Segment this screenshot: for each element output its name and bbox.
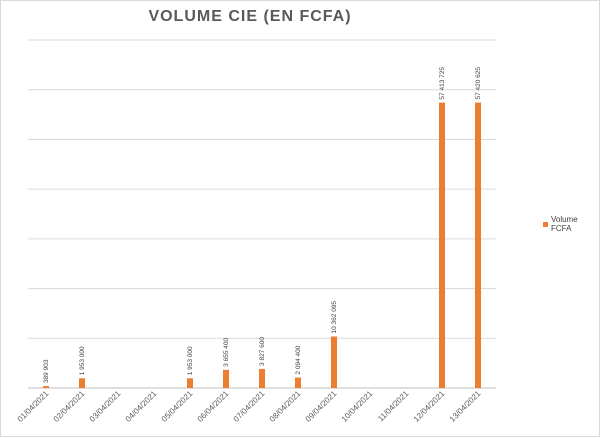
data-label: 3 827 600 xyxy=(259,337,266,366)
bar xyxy=(295,377,301,388)
x-tick-label: 10/04/2021 xyxy=(340,389,375,424)
bar xyxy=(43,386,49,388)
data-label: 10 362 095 xyxy=(331,301,338,334)
x-tick-label: 02/04/2021 xyxy=(52,389,87,424)
x-tick-label: 03/04/2021 xyxy=(88,389,123,424)
data-label: 1 953 000 xyxy=(79,346,86,375)
x-tick-label: 13/04/2021 xyxy=(448,389,483,424)
legend-label: Volume FCFA xyxy=(550,215,578,233)
chart-legend: Volume FCFA xyxy=(543,215,600,233)
x-tick-label: 06/04/2021 xyxy=(196,389,231,424)
data-label: 2 094 400 xyxy=(295,345,302,374)
x-tick-label: 04/04/2021 xyxy=(124,389,159,424)
x-tick-label: 05/04/2021 xyxy=(160,389,195,424)
bar xyxy=(187,378,193,388)
bar xyxy=(79,378,85,388)
data-label: 1 953 000 xyxy=(187,346,194,375)
x-tick-label: 09/04/2021 xyxy=(304,389,339,424)
bar xyxy=(259,368,265,388)
x-tick-label: 12/04/2021 xyxy=(412,389,447,424)
bar xyxy=(475,102,481,388)
x-tick-label: 07/04/2021 xyxy=(232,389,267,424)
x-tick-label: 01/04/2021 xyxy=(16,389,51,424)
data-label: 3 655 400 xyxy=(223,338,230,367)
chart-title: VOLUME CIE (EN FCFA) xyxy=(148,8,352,25)
x-tick-label: 11/04/2021 xyxy=(376,389,411,424)
legend-swatch xyxy=(543,221,548,227)
data-label: 57 413 725 xyxy=(439,67,446,100)
x-tick-label: 08/04/2021 xyxy=(268,389,303,424)
data-label: 389 903 xyxy=(43,359,50,383)
data-label: 57 420 625 xyxy=(475,67,482,100)
bar xyxy=(331,336,337,388)
bar xyxy=(223,369,229,388)
bar xyxy=(439,102,445,388)
